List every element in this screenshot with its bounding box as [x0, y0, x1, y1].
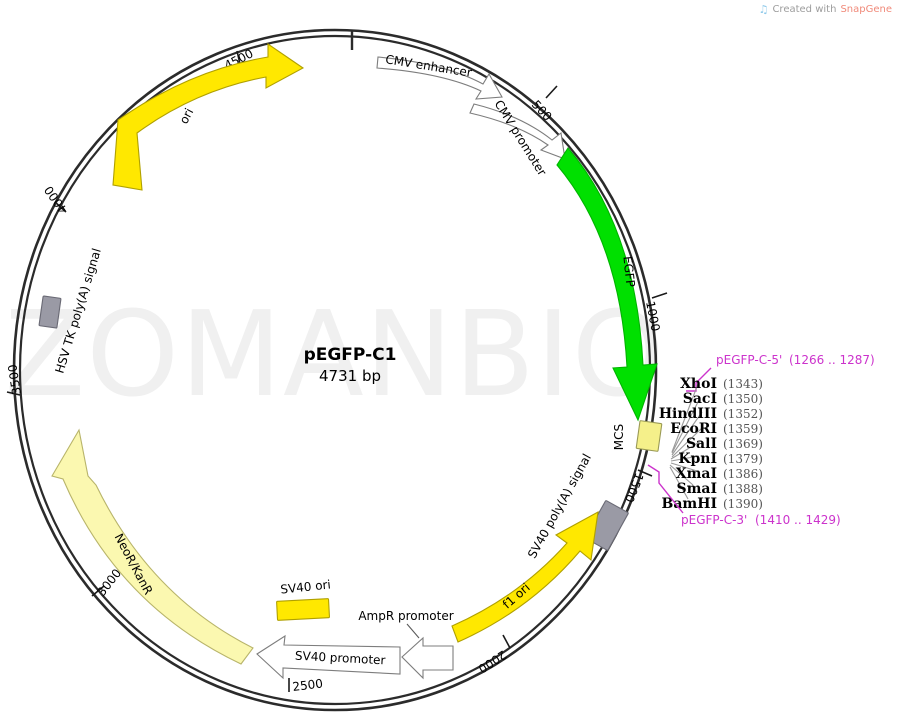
- feature-neor-kanr[interactable]: NeoR/KanR: [51, 428, 254, 665]
- credit-prefix: Created with: [772, 4, 837, 15]
- tick-group: 500 1000 1500 2000 2500 3000 3500 4000: [5, 46, 668, 694]
- primer-range-3prime: (1410 .. 1429): [755, 513, 841, 527]
- feature-ori[interactable]: ori: [112, 42, 305, 191]
- enzyme-name: EcoRI: [670, 421, 717, 437]
- enzyme-name: XhoI: [680, 376, 717, 392]
- page-title: pEGFP-C1: [304, 345, 397, 365]
- enzyme-position: (1359): [723, 422, 763, 436]
- tick-mark: [637, 469, 653, 477]
- enzyme-name: KpnI: [678, 451, 717, 467]
- snapgene-logo-icon: ♫: [758, 3, 769, 16]
- tick-mark: [545, 85, 558, 99]
- primer-label-5prime: pEGFP-C-5': [716, 353, 782, 367]
- tick-label-1500: 1500: [622, 471, 646, 505]
- snapgene-credit: ♫ Created with SnapGene: [759, 4, 892, 15]
- tick-label-4000: 4000: [41, 183, 70, 216]
- enzyme-name: BamHI: [662, 496, 718, 512]
- tick-label-1000: 1000: [643, 300, 663, 333]
- enzyme-position: (1343): [723, 377, 763, 391]
- enzyme-name: SalI: [686, 436, 717, 452]
- enzyme-position: (1379): [723, 452, 763, 466]
- feature-sv40-promoter[interactable]: SV40 promoter: [256, 634, 401, 680]
- feature-label-mcs: MCS: [612, 424, 626, 450]
- enzyme-name: SmaI: [676, 481, 717, 497]
- tick-mark: [502, 634, 511, 649]
- enzyme-list: XhoI (1343) SacI (1350) HindIII (1352) E…: [659, 376, 763, 512]
- enzyme-position: (1369): [723, 437, 763, 451]
- feature-mcs[interactable]: MCS: [612, 420, 663, 452]
- enzyme-name: SacI: [683, 391, 717, 407]
- tick-mark: [91, 585, 105, 597]
- feature-f1-ori[interactable]: f1 ori: [451, 510, 599, 643]
- primer-bracket-5: [686, 367, 712, 392]
- feature-sv40-ori[interactable]: SV40 ori: [276, 577, 332, 621]
- primer-range-5prime: (1266 .. 1287): [789, 353, 875, 367]
- primer-label-3prime: pEGFP-C-3': [681, 513, 747, 527]
- tick-label-3500: 3500: [5, 363, 24, 395]
- enzyme-position: (1350): [723, 392, 763, 406]
- plasmid-length: 4731 bp: [319, 367, 381, 385]
- tick-mark: [651, 292, 668, 299]
- enzyme-leader-lines: [669, 383, 704, 500]
- tick-mark: [54, 201, 67, 213]
- feature-ampr-promoter[interactable]: AmpR promoter: [358, 609, 454, 680]
- feature-egfp[interactable]: EGFP: [556, 147, 658, 422]
- enzyme-position: (1388): [723, 482, 763, 496]
- feature-label-sv40-ori: SV40 ori: [280, 577, 332, 596]
- feature-label-ori: ori: [177, 106, 197, 126]
- leader-line: [406, 623, 420, 639]
- credit-brand: SnapGene: [840, 4, 892, 15]
- primer-bracket-3: [647, 464, 684, 514]
- enzyme-position: (1386): [723, 467, 763, 481]
- watermark-text: ZOMANBIO: [4, 285, 665, 423]
- enzyme-position: (1352): [723, 407, 763, 421]
- tick-label-2500: 2500: [292, 676, 324, 694]
- annotation-block: pEGFP-C-5' (1266 .. 1287) XhoI (1343) Sa…: [647, 353, 875, 527]
- feature-label-sv40-promoter: SV40 promoter: [295, 649, 386, 668]
- feature-label-egfp: EGFP: [620, 255, 637, 287]
- tick-label-2000: 2000: [476, 647, 509, 675]
- enzyme-name: XmaI: [676, 466, 717, 482]
- feature-label-ampr-promoter: AmpR promoter: [358, 609, 453, 623]
- tick-mark: [6, 391, 21, 396]
- tick-mark: [236, 50, 241, 65]
- enzyme-name: HindIII: [659, 406, 717, 422]
- enzyme-position: (1390): [723, 497, 763, 511]
